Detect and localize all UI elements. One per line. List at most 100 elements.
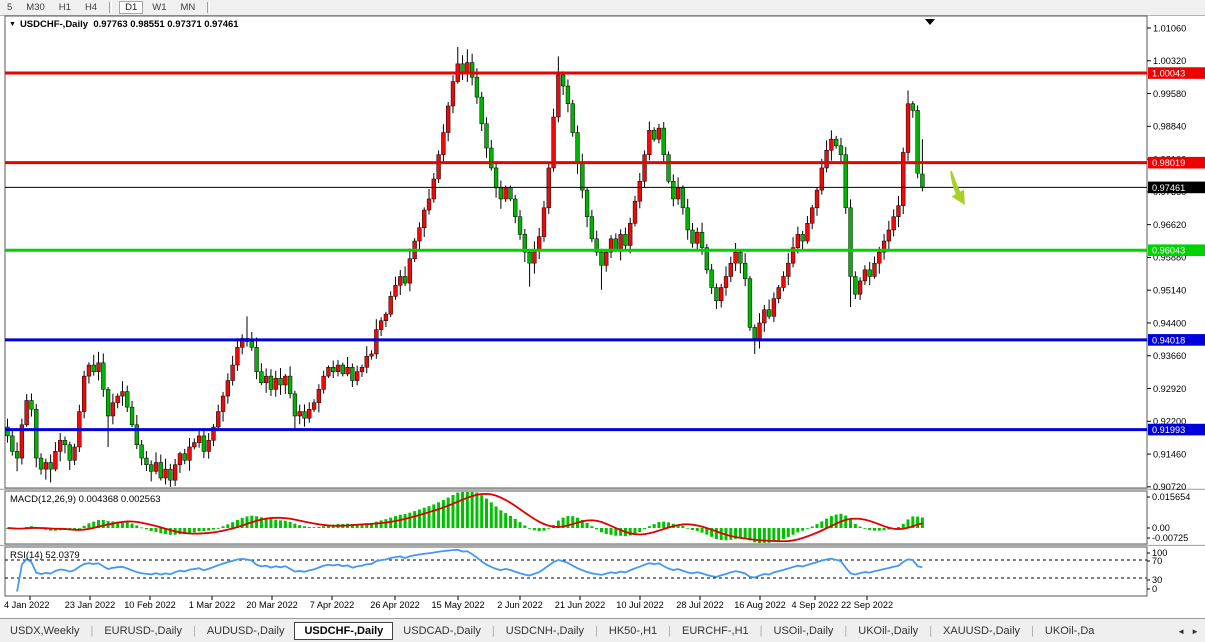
toolbar-separator xyxy=(109,2,113,13)
tab-scroll-left-icon[interactable]: ◄ xyxy=(1177,626,1186,636)
tab-XAUUSD-Daily[interactable]: XAUUSD-,Daily xyxy=(943,625,1021,637)
tab-USDX-Weekly[interactable]: USDX,Weekly xyxy=(10,625,80,637)
tab-separator: | xyxy=(1031,625,1034,637)
rsi-axis-label: 30 xyxy=(1152,575,1162,585)
down-arrow-annotation[interactable] xyxy=(950,170,965,205)
price-axis-label: 0.91460 xyxy=(1153,449,1186,459)
rsi-indicator-label: RSI(14) 52.0379 xyxy=(10,550,80,561)
price-axis: 1.010601.003200.995800.988400.981000.973… xyxy=(1147,23,1186,492)
price-badge xyxy=(1148,423,1205,436)
price-axis-label: 0.95140 xyxy=(1153,285,1186,295)
chart-symbol-label: USDCHF-,Daily xyxy=(19,19,89,30)
macd-axis: 0.015654 0.00-0.00725 xyxy=(1147,492,1190,543)
price-badge xyxy=(1148,67,1205,79)
chart-canvas[interactable]: 1.010601.003200.995800.988400.981000.973… xyxy=(0,15,1205,618)
period-button-D1[interactable]: D1 xyxy=(119,1,144,14)
period-button-W1[interactable]: W1 xyxy=(152,2,167,13)
candle-wicks xyxy=(7,47,923,487)
rsi-axis-label: 100 xyxy=(1152,548,1167,558)
time-axis-label: 22 Sep 2022 xyxy=(841,600,893,610)
period-button-5[interactable]: 5 xyxy=(7,2,13,13)
chart-tab-bar: USDX,Weekly | EURUSD-,Daily | AUDUSD-,Daily U… xyxy=(0,618,1205,642)
tab-USOil-Daily[interactable]: USOil-,Daily xyxy=(773,625,834,637)
time-axis-label: 4 Jan 2022 xyxy=(4,600,49,610)
tab-UKOil-Daily[interactable]: UKOil-,Daily xyxy=(858,625,919,637)
tab-USDCHF-Daily[interactable]: USDCHF-,Daily xyxy=(294,622,394,640)
time-axis-label: 1 Mar 2022 xyxy=(189,600,235,610)
rsi-levels xyxy=(5,559,1147,579)
chart-title: ▼ USDCHF-,Daily 0.97763 0.98551 0.97371 0… xyxy=(9,19,239,30)
price-axis-label: 0.95880 xyxy=(1153,253,1186,263)
time-axis: 4 Jan 2022 23 Jan 2022 10 Feb 2022 1 Mar 20… xyxy=(4,596,893,610)
price-badge-label: 0.96043 xyxy=(1152,246,1185,256)
tab-USDCAD-Daily[interactable]: USDCAD-,Daily xyxy=(403,625,481,637)
price-axis-label: 0.90720 xyxy=(1153,482,1186,492)
tab-UKOil-Da[interactable]: UKOil-,Da xyxy=(1044,625,1095,637)
price-badge-label: 0.98019 xyxy=(1152,158,1185,168)
time-axis-label: 26 Apr 2022 xyxy=(370,600,420,610)
price-badges: 1.00043 0.98019 0.97461 0.96043 0.94018 0.919… xyxy=(1148,67,1205,436)
time-axis-label: 4 Sep 2022 xyxy=(791,600,838,610)
price-badge xyxy=(1148,181,1205,194)
tab-separator: | xyxy=(192,625,196,637)
tab-USDCNH-Daily[interactable]: USDCNH-,Daily xyxy=(505,625,585,637)
price-badge xyxy=(1148,156,1205,169)
rsi-axis-label: 70 xyxy=(1152,556,1162,566)
chevron-down-icon[interactable]: ▼ xyxy=(9,21,16,28)
tab-separator: | xyxy=(844,625,848,637)
price-axis-label: 0.96620 xyxy=(1153,220,1186,230)
pane-frames xyxy=(0,15,1205,597)
rsi-axis-label: 0 xyxy=(1152,584,1157,594)
tab-separator: | xyxy=(90,625,94,637)
price-badge-label: 0.91993 xyxy=(1152,425,1185,435)
time-axis-label: 20 Mar 2022 xyxy=(246,600,298,610)
price-axis-label: 0.92200 xyxy=(1153,417,1186,427)
tab-HK50-H1[interactable]: HK50-,H1 xyxy=(608,625,658,637)
period-button-H1[interactable]: H1 xyxy=(58,2,71,13)
tab-separator: | xyxy=(668,625,672,637)
time-axis-label: 28 Jul 2022 xyxy=(676,600,724,610)
price-axis-label: 0.92920 xyxy=(1153,384,1186,394)
price-badge-label: 1.00043 xyxy=(1152,68,1185,78)
time-axis-label: 10 Feb 2022 xyxy=(124,600,176,610)
macd-axis-label: 0.00 xyxy=(1152,523,1170,533)
latest-bar-marker-icon xyxy=(925,19,935,25)
time-axis-label: 15 May 2022 xyxy=(431,600,484,610)
chart-ohlc-values: 0.97763 0.98551 0.97371 0.97461 xyxy=(93,19,239,30)
tab-EURUSD-Daily[interactable]: EURUSD-,Daily xyxy=(104,625,182,637)
horizontal-price-lines xyxy=(5,71,1147,432)
period-button-H4[interactable]: H4 xyxy=(84,2,98,13)
price-axis-label: 0.99580 xyxy=(1153,89,1186,99)
macd-indicator-label: MACD(12,26,9) 0.004368 0.002563 xyxy=(10,494,161,505)
price-badge xyxy=(1148,334,1205,346)
price-axis-label: 1.01060 xyxy=(1153,23,1186,33)
tab-scroll-buttons: ◄ ► xyxy=(1171,627,1205,636)
tab-scroll-right-icon[interactable]: ► xyxy=(1191,626,1199,636)
time-axis-label: 10 Jul 2022 xyxy=(616,600,664,610)
period-button-MN[interactable]: MN xyxy=(180,2,196,13)
time-axis-label: 16 Aug 2022 xyxy=(734,600,786,610)
tab-AUDUSD-Daily[interactable]: AUDUSD-,Daily xyxy=(206,625,285,637)
toolbar-separator xyxy=(207,2,211,13)
price-badge-label: 0.94018 xyxy=(1152,335,1185,345)
macd-axis-label: -0.00725 xyxy=(1152,533,1188,543)
rsi-line xyxy=(16,548,923,592)
price-axis-label: 0.94400 xyxy=(1153,318,1186,328)
price-badge-label: 0.97461 xyxy=(1152,183,1185,193)
time-axis-label: 23 Jan 2022 xyxy=(65,600,116,610)
macd-axis-label: 0.015654 xyxy=(1152,492,1190,502)
macd-signal-line xyxy=(7,492,923,543)
candles xyxy=(5,62,925,481)
period-button-M30[interactable]: M30 xyxy=(26,2,45,13)
tab-EURCHF-H1[interactable]: EURCHF-,H1 xyxy=(682,625,749,637)
price-axis-label: 0.98840 xyxy=(1153,122,1186,132)
tab-separator: | xyxy=(595,625,598,637)
time-axis-label: 21 Jun 2022 xyxy=(555,600,606,610)
price-badge xyxy=(1148,244,1205,257)
price-axis-label: 0.93660 xyxy=(1153,351,1186,361)
tab-separator: | xyxy=(929,625,933,637)
price-axis-label: 1.00320 xyxy=(1153,56,1186,66)
tab-separator: | xyxy=(759,625,763,637)
